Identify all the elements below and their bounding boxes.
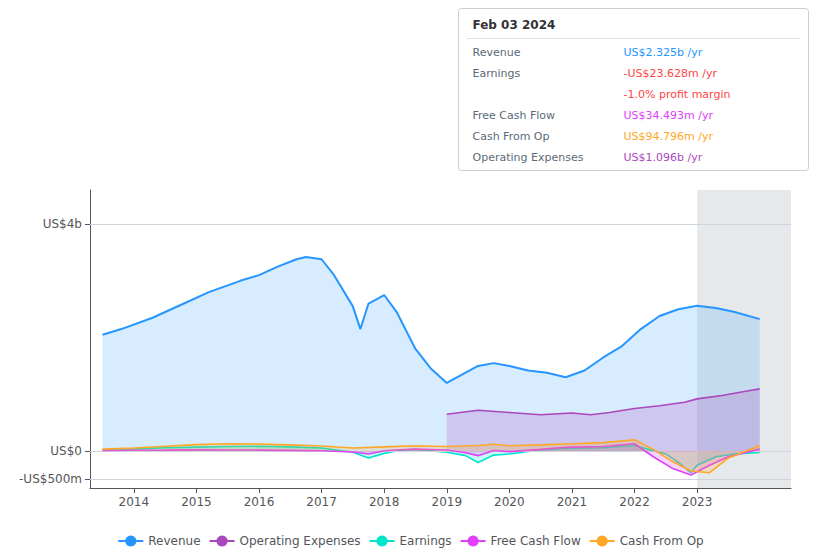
svg-text:Revenue: Revenue <box>473 46 521 59</box>
svg-text:Feb 03 2024: Feb 03 2024 <box>473 18 556 32</box>
svg-text:Earnings: Earnings <box>473 67 521 80</box>
svg-text:2015: 2015 <box>181 495 212 509</box>
svg-text:-1.0% profit margin: -1.0% profit margin <box>624 88 731 101</box>
svg-text:Operating Expenses: Operating Expenses <box>240 534 361 548</box>
svg-text:2021: 2021 <box>557 495 588 509</box>
svg-text:Earnings: Earnings <box>400 534 452 548</box>
svg-text:2014: 2014 <box>119 495 150 509</box>
svg-text:US$34.493m /yr: US$34.493m /yr <box>624 109 714 122</box>
svg-text:US$1.096b /yr: US$1.096b /yr <box>624 151 703 164</box>
svg-text:2022: 2022 <box>619 495 650 509</box>
svg-text:Cash From Op: Cash From Op <box>620 534 704 548</box>
svg-text:Free Cash Flow: Free Cash Flow <box>491 534 581 548</box>
svg-text:-US$500m: -US$500m <box>19 472 82 486</box>
svg-text:2023: 2023 <box>682 495 713 509</box>
svg-text:2019: 2019 <box>431 495 462 509</box>
svg-text:Free Cash Flow: Free Cash Flow <box>473 109 556 122</box>
svg-text:US$4b: US$4b <box>43 217 82 231</box>
svg-text:Operating Expenses: Operating Expenses <box>473 151 584 164</box>
svg-text:2018: 2018 <box>369 495 400 509</box>
svg-text:-US$23.628m /yr: -US$23.628m /yr <box>624 67 718 80</box>
svg-text:US$94.796m /yr: US$94.796m /yr <box>624 130 714 143</box>
svg-text:2016: 2016 <box>244 495 275 509</box>
svg-text:2017: 2017 <box>306 495 337 509</box>
svg-text:Revenue: Revenue <box>148 534 200 548</box>
svg-text:US$0: US$0 <box>50 444 82 458</box>
svg-text:Cash From Op: Cash From Op <box>473 130 550 143</box>
svg-text:US$2.325b /yr: US$2.325b /yr <box>624 46 703 59</box>
svg-text:2020: 2020 <box>494 495 525 509</box>
